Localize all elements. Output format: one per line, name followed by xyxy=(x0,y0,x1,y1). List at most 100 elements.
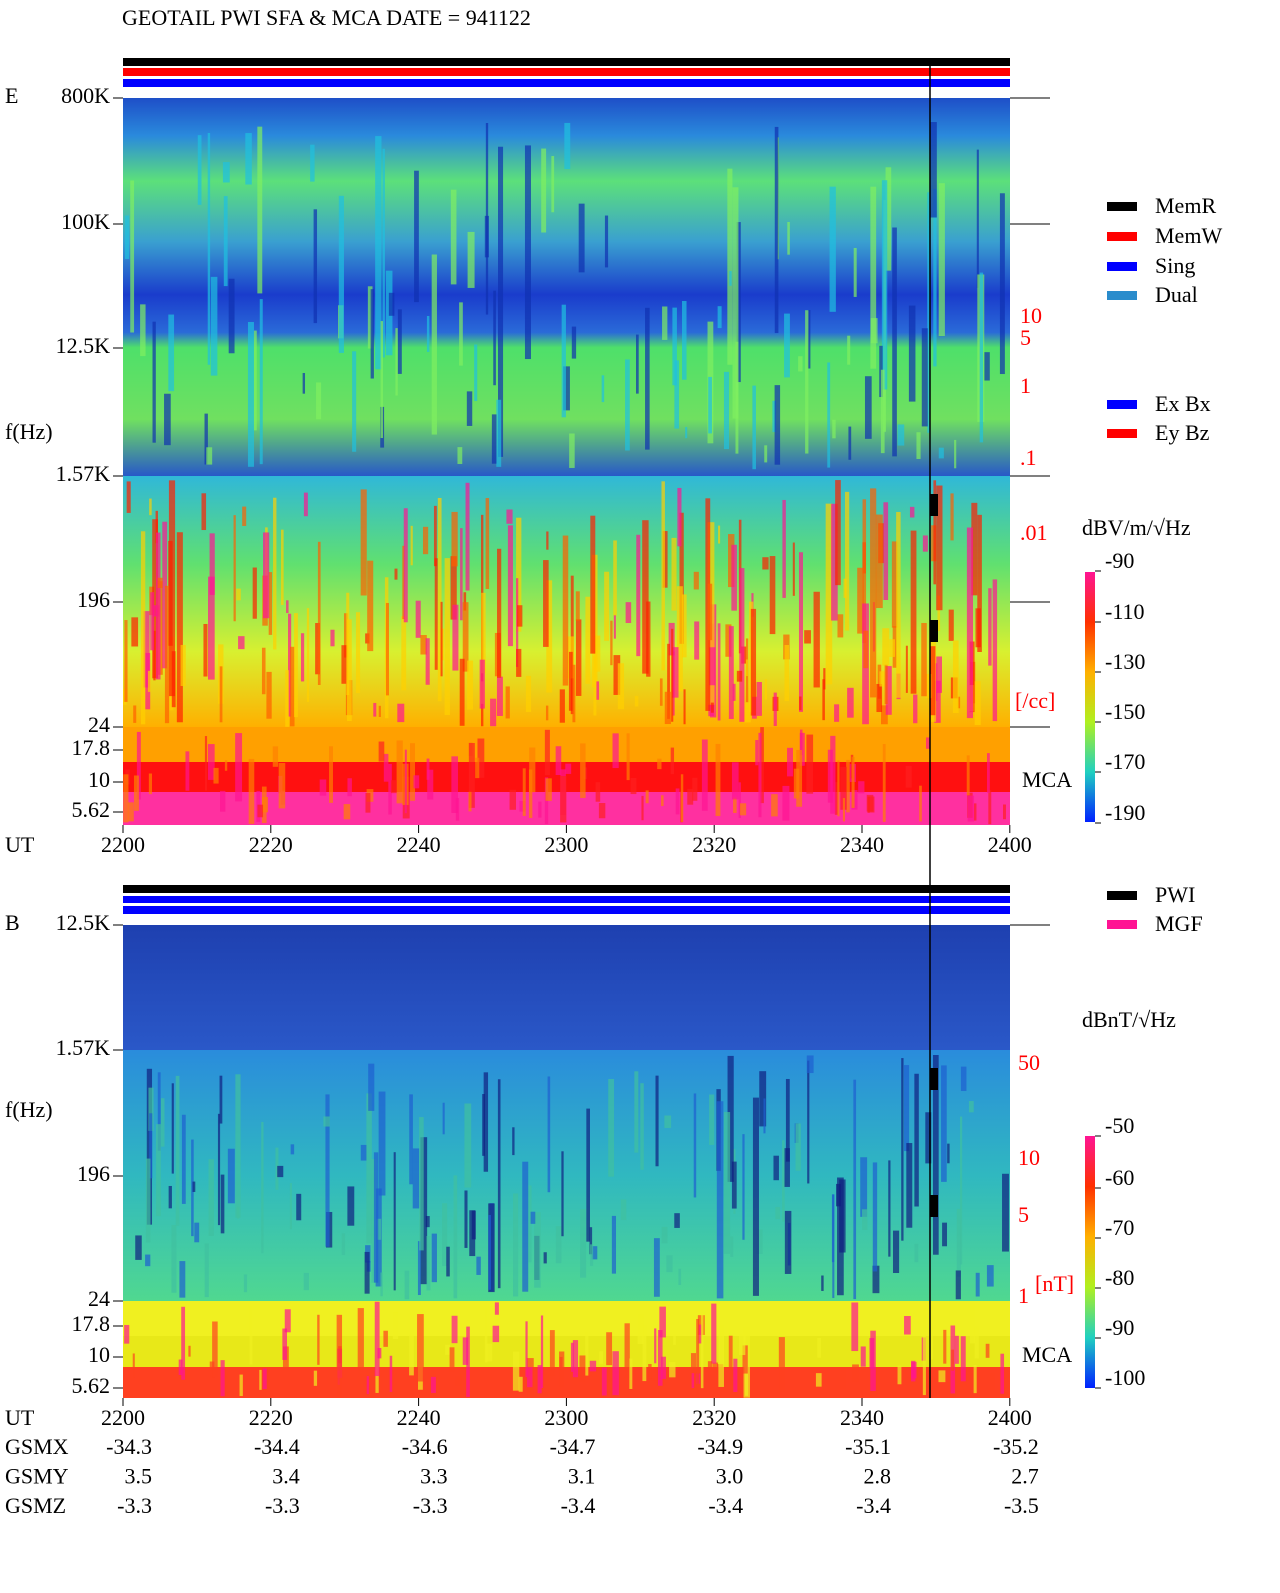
ut-tick: 2300 xyxy=(544,832,588,857)
stripe xyxy=(903,1065,910,1152)
stripe xyxy=(870,1330,876,1392)
stripe xyxy=(650,1367,658,1381)
stripe xyxy=(410,743,415,801)
stripe xyxy=(732,187,739,419)
stripe xyxy=(575,591,580,621)
stripe xyxy=(774,385,781,465)
orbit-name: GSMZ xyxy=(5,1493,66,1518)
stripe xyxy=(145,1158,151,1243)
stripe xyxy=(827,362,831,468)
stripe xyxy=(371,1159,377,1283)
stripe xyxy=(204,413,208,465)
stripe xyxy=(497,548,502,678)
legend-swatch xyxy=(1107,920,1137,929)
stripe xyxy=(839,1368,847,1389)
stripe xyxy=(829,186,836,312)
stripe xyxy=(133,775,139,811)
stripe xyxy=(593,656,597,716)
freq-label: 1.57K xyxy=(56,461,111,486)
stripe xyxy=(691,1373,695,1389)
freq-label: 800K xyxy=(61,83,110,108)
marker xyxy=(930,1068,938,1090)
stripe xyxy=(152,519,159,679)
stripe xyxy=(148,1087,154,1131)
stripe xyxy=(493,290,496,386)
stripe xyxy=(209,533,215,595)
stripe xyxy=(778,1337,785,1393)
stripe xyxy=(872,1162,878,1272)
stripe xyxy=(896,512,901,698)
stripe xyxy=(524,145,531,360)
stripe xyxy=(742,1345,748,1374)
stripe xyxy=(346,592,350,696)
stripe xyxy=(708,376,712,434)
stripe xyxy=(711,1303,717,1364)
density-tick: 5 xyxy=(1020,325,1031,350)
stripe xyxy=(528,769,533,818)
orbit-value: -34.4 xyxy=(254,1434,300,1459)
mode-bar xyxy=(123,68,1010,76)
colorbar-tick: -80 xyxy=(1105,1265,1134,1290)
stripe xyxy=(817,1337,822,1358)
stripe xyxy=(450,189,457,285)
orbit-value: -34.6 xyxy=(402,1434,448,1459)
stripe xyxy=(682,301,687,380)
stripe xyxy=(596,681,600,700)
stripe xyxy=(476,1256,481,1275)
stripe xyxy=(730,1236,734,1257)
density-unit: [/cc] xyxy=(1015,688,1055,713)
stripe xyxy=(681,594,687,658)
stripe xyxy=(973,1364,977,1394)
stripe xyxy=(378,705,381,717)
stripe xyxy=(261,797,268,813)
stripe xyxy=(591,1246,598,1260)
stripe xyxy=(227,1148,235,1204)
stripe xyxy=(769,556,776,635)
stripe xyxy=(310,144,315,182)
stripe xyxy=(481,592,486,674)
stripe xyxy=(544,729,550,776)
stripe xyxy=(485,498,490,589)
legend-label: Ex Bx xyxy=(1155,391,1211,416)
stripe xyxy=(462,602,469,672)
mode-bar xyxy=(123,906,1010,914)
stripe xyxy=(782,499,786,598)
stripe xyxy=(911,1360,916,1382)
stripe xyxy=(745,659,748,677)
stripe xyxy=(192,1181,196,1192)
stripe xyxy=(908,305,916,402)
stripe xyxy=(149,498,152,516)
stripe xyxy=(728,626,734,720)
stripe xyxy=(417,1314,424,1382)
stripe xyxy=(840,766,847,810)
stripe xyxy=(804,630,811,644)
stripe xyxy=(862,499,867,644)
stripe xyxy=(667,643,670,719)
stripe xyxy=(723,371,730,450)
stripe xyxy=(892,1230,900,1274)
stripe xyxy=(541,148,547,233)
stripe xyxy=(220,1360,225,1397)
stripe xyxy=(836,1183,842,1207)
stripe xyxy=(474,344,478,402)
stripe xyxy=(213,767,219,784)
stripe xyxy=(390,780,397,794)
stripe xyxy=(559,689,565,723)
freq-label: 12.5K xyxy=(56,910,111,935)
stripe xyxy=(130,180,135,333)
stripe xyxy=(479,659,485,709)
stripe xyxy=(263,532,270,619)
stripe xyxy=(208,1159,214,1236)
stripe xyxy=(853,1079,857,1300)
stripe xyxy=(955,1270,961,1300)
stripe xyxy=(580,743,586,798)
stripe xyxy=(967,795,975,822)
stripe xyxy=(463,592,467,611)
stripe xyxy=(488,1203,495,1293)
stripe xyxy=(452,604,459,671)
orbit-value: -35.2 xyxy=(993,1434,1039,1459)
stripe xyxy=(527,1367,533,1388)
stripe xyxy=(415,600,421,638)
stripe xyxy=(459,302,463,366)
ut-tick: 2200 xyxy=(101,832,145,857)
